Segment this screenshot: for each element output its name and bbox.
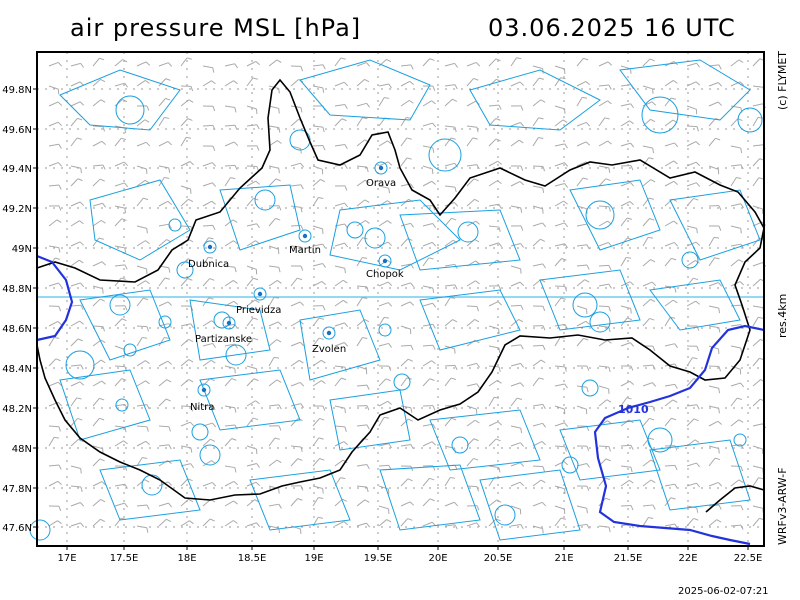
city-label: Zvolen [312,344,346,355]
lon-tick-label: 19E [304,553,323,564]
lon-tick-label: 20E [428,553,447,564]
axis-ticks: 49.8N 49.6N 49.4N 49.2N 49N 48.8N 48.6N 48.4N 48… [2,85,762,564]
city-dot [378,165,384,171]
country-border [36,78,765,501]
city-label: Nitra [190,402,214,413]
lon-tick-label: 20.5E [484,553,513,564]
lat-tick-label: 48.8N [2,284,32,295]
lon-tick-label: 17.5E [110,553,139,564]
city-dot [302,233,308,239]
wind-barbs [48,57,767,534]
city-dot [201,387,207,393]
lat-tick-label: 49.6N [2,125,32,136]
city-marker [197,383,211,397]
city-marker [203,240,217,254]
lat-tick-label: 48.6N [2,324,32,335]
city-dot [382,258,388,264]
lat-lon-grid [37,52,764,546]
lat-tick-label: 48.2N [2,404,32,415]
lon-tick-label: 18.5E [238,553,267,564]
city-marker [298,229,312,243]
city-marker [222,316,236,330]
city-label: Chopok [366,269,404,280]
city-dot [326,330,332,336]
city-label: Dubnica [188,259,229,270]
isobar-1010-west [36,254,74,342]
lat-tick-label: 49.4N [2,164,32,175]
lat-tick-label: 48N [12,444,32,455]
map-frame [36,51,765,547]
isobar-label: 1010 [618,403,649,416]
lon-tick-label: 21E [554,553,573,564]
city-dot [207,244,213,250]
isobar-1010-east [593,324,765,546]
lat-tick-label: 47.8N [2,484,32,495]
city-marker [322,326,336,340]
lat-tick-label: 49N [12,244,32,255]
city-label: Orava [366,178,396,189]
city-marker [378,254,392,268]
city-label: Martin [289,245,321,256]
city-markers: Orava Martin Dubnica Chopok Prievidza Partiza… [188,161,404,413]
country-border-southeast [705,485,765,513]
lat-tick-label: 47.6N [2,523,32,534]
model-label: WRFv3-ARW-F [776,467,789,545]
city-dot [257,291,263,297]
run-timestamp: 2025-06-02-07:21 [678,586,769,597]
city-marker [374,161,388,175]
lon-tick-label: 22.5E [734,553,763,564]
lon-tick-label: 18E [177,553,196,564]
map-title: air pressure MSL [hPa] [70,14,362,42]
lon-tick-label: 22E [678,553,697,564]
city-label: Prievidza [236,305,281,316]
lon-tick-label: 21.5E [614,553,643,564]
lon-tick-label: 17E [57,553,76,564]
city-marker [253,287,267,301]
city-dot [226,320,232,326]
lat-tick-label: 49.2N [2,204,32,215]
contour-lines [29,59,764,541]
lon-tick-label: 19.5E [364,553,393,564]
lat-tick-label: 49.8N [2,85,32,96]
copyright-label: (c) FLYMET [776,50,789,110]
resolution-label: res.4km [776,293,789,338]
lat-tick-label: 48.4N [2,364,32,375]
forecast-datetime: 03.06.2025 16 UTC [488,14,736,42]
city-label: Partizanske [195,334,252,345]
